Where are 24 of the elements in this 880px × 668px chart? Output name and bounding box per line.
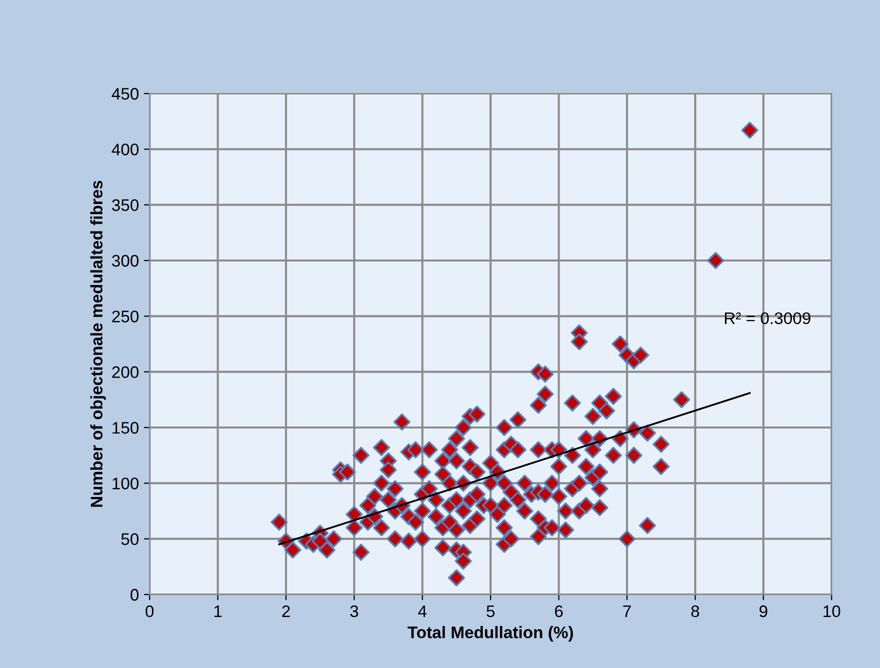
x-tick-label: 9 bbox=[760, 605, 768, 618]
y-tick-label: 350 bbox=[112, 199, 139, 212]
y-tick-label: 150 bbox=[112, 422, 139, 434]
y-tick-label: 300 bbox=[112, 254, 139, 267]
x-tick-label: 0 bbox=[146, 605, 154, 618]
x-tick-label: 8 bbox=[691, 605, 700, 618]
y-tick-label: 400 bbox=[112, 144, 139, 156]
x-tick-label: 4 bbox=[418, 606, 427, 618]
x-tick-label: 5 bbox=[486, 606, 495, 618]
x-axis-title: Total Medullation (%) bbox=[408, 626, 573, 642]
y-axis-title: Number of objectionale medulalted fibres bbox=[90, 180, 106, 507]
y-tick-label: 200 bbox=[112, 366, 139, 378]
annotation: R² = 0.3009 bbox=[724, 312, 810, 324]
x-tick-label: 10 bbox=[824, 605, 840, 618]
y-tick-label: 100 bbox=[112, 478, 139, 490]
y-tick-label: 50 bbox=[121, 533, 139, 546]
y-tick-label: 0 bbox=[130, 588, 139, 601]
x-tick-label: 6 bbox=[555, 605, 563, 618]
x-tick-label: 1 bbox=[214, 606, 222, 618]
y-tick-label: 250 bbox=[112, 310, 139, 322]
x-tick-label: 3 bbox=[350, 605, 358, 618]
x-tick-label: 2 bbox=[282, 605, 290, 618]
y-tick-label: 450 bbox=[112, 88, 139, 100]
x-tick-label: 7 bbox=[623, 606, 631, 618]
